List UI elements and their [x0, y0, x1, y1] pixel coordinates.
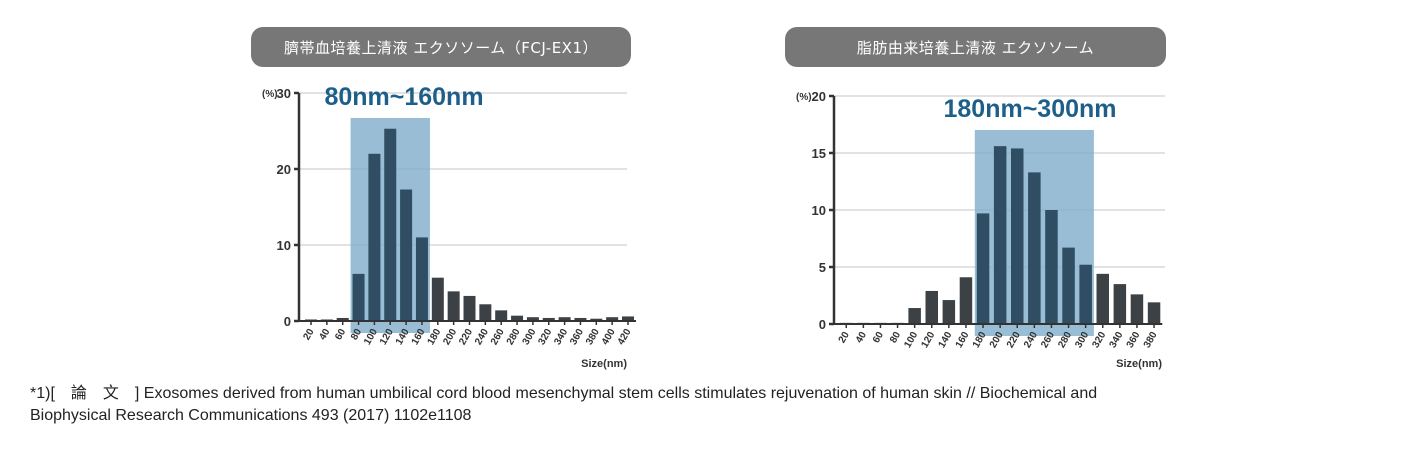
bar [590, 318, 603, 321]
bar [925, 290, 938, 324]
x-tick-label: 380 [584, 327, 602, 347]
x-tick-label: 160 [954, 330, 972, 350]
highlight-range-label: 180nm~300nm [943, 95, 1116, 123]
bar [1096, 273, 1109, 324]
y-tick-label: 15 [812, 146, 826, 161]
x-tick-label: 100 [902, 330, 920, 350]
x-tick-label: 340 [552, 327, 570, 347]
y-tick-label: 0 [819, 317, 826, 332]
bar [511, 315, 524, 321]
x-tick-label: 40 [317, 327, 332, 343]
x-tick-label: 340 [1108, 330, 1126, 350]
bar [1045, 210, 1058, 324]
bar [336, 317, 349, 321]
x-tick-label: 200 [441, 327, 459, 347]
bar [993, 146, 1007, 324]
bar [1113, 284, 1127, 324]
y-tick-label: 20 [277, 162, 291, 177]
x-tick-label: 260 [489, 327, 507, 347]
chart-panel-left: 臍帯血培養上清液 エクソソーム（FCJ-EX1） 0 10 20 30 20 40 60 80… [0, 0, 700, 380]
chart-title-pill: 脂肪由来培養上清液 エクソソーム [785, 27, 1166, 67]
bar [431, 277, 444, 321]
y-tick-label: 5 [819, 260, 826, 275]
bar [959, 277, 973, 324]
x-tick-label: 20 [302, 327, 317, 343]
y-unit-label: (%) [796, 92, 812, 103]
bar [352, 273, 365, 321]
bar [558, 317, 571, 321]
bar [574, 317, 587, 321]
x-tick-label: 360 [1125, 330, 1143, 350]
y-unit-label: (%) [262, 89, 278, 100]
y-tick-label: 10 [277, 238, 291, 253]
chart-title-pill: 臍帯血培養上清液 エクソソーム（FCJ-EX1） [251, 27, 631, 67]
x-tick-label: 420 [616, 327, 634, 347]
bar [908, 308, 921, 324]
x-tick-label: 240 [473, 327, 491, 347]
bar [542, 317, 555, 321]
bar [622, 316, 634, 321]
bar [1028, 172, 1041, 324]
bar [1062, 247, 1075, 324]
highlight-range-label: 80nm~160nm [324, 83, 483, 111]
x-tick-label: 120 [919, 330, 937, 350]
bar [526, 317, 539, 321]
y-tick-label: 0 [284, 314, 291, 329]
y-tick-label: 30 [277, 86, 291, 101]
bar [1011, 148, 1024, 324]
bar [415, 237, 428, 321]
x-tick-label: 360 [568, 327, 586, 347]
x-tick-label: 80 [349, 327, 364, 343]
bar [368, 153, 381, 321]
x-tick-label: 320 [536, 327, 554, 347]
y-tick-label: 20 [812, 89, 826, 104]
bar [495, 310, 508, 321]
bar [942, 300, 956, 324]
bar [1130, 294, 1144, 324]
x-tick-label: 300 [521, 327, 539, 347]
bar [479, 304, 492, 321]
bar [606, 317, 619, 321]
x-tick-label: 20 [837, 330, 852, 346]
bar [400, 189, 413, 321]
chart-panel-right: 脂肪由来培養上清液 エクソソーム 0 5 10 15 20 20 40 60 80 100 120 1… [700, 0, 1419, 380]
bar [1147, 302, 1161, 324]
x-tick-label: 220 [457, 327, 475, 347]
x-tick-label: 380 [1142, 330, 1160, 350]
bar [1079, 264, 1092, 324]
x-axis-label: Size(nm) [581, 358, 627, 370]
x-tick-label: 40 [854, 330, 869, 346]
bar [447, 291, 460, 321]
bar [384, 128, 397, 321]
bar [463, 295, 476, 321]
y-tick-label: 10 [812, 203, 826, 218]
bar [976, 213, 990, 324]
x-tick-label: 60 [333, 327, 348, 343]
citation-line-1: *1)[ 論 文 ] Exosomes derived from human u… [30, 385, 1098, 402]
x-tick-label: 400 [600, 327, 618, 347]
citation-line-2: Biophysical Research Communications 493 … [30, 407, 472, 424]
x-axis-label: Size(nm) [1116, 358, 1162, 370]
x-tick-label: 60 [871, 330, 886, 346]
x-tick-label: 280 [505, 327, 523, 347]
x-tick-label: 80 [888, 330, 903, 346]
x-tick-label: 140 [937, 330, 955, 350]
citation-footnote: *1)[ 論 文 ] Exosomes derived from human u… [30, 383, 1097, 427]
